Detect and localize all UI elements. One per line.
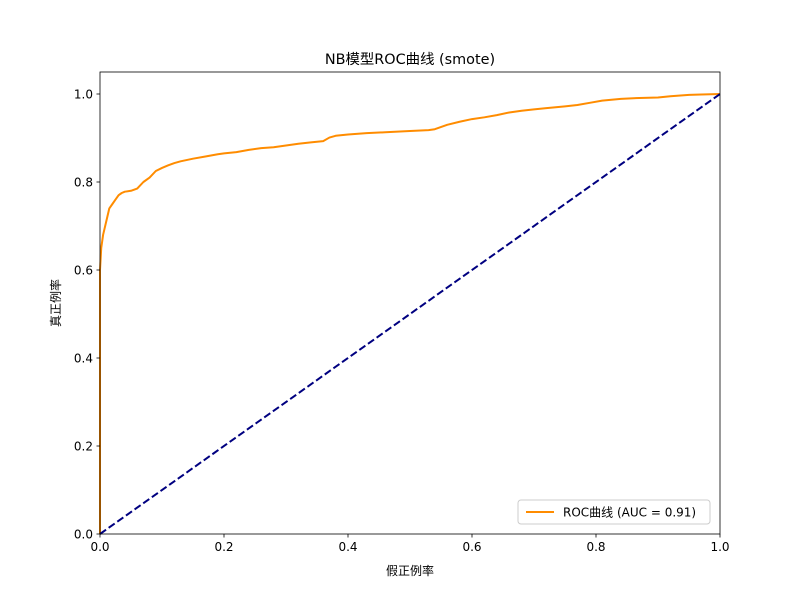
y-tick-label: 1.0	[74, 87, 93, 101]
chart-title: NB模型ROC曲线 (smote)	[325, 51, 495, 68]
plot-area: 0.0 0.2 0.4 0.6 0.8 1.0 0.0 0.2 0.4 0.6 0.8 1.0	[74, 71, 730, 554]
y-tick-label: 0.0	[74, 527, 93, 541]
legend-box	[517, 499, 711, 525]
legend-label: ROC曲线 (AUC = 0.91)	[563, 505, 696, 519]
x-tick-label: 0.0	[90, 540, 109, 554]
x-tick-label: 0.4	[338, 540, 357, 554]
y-tick-label: 0.4	[74, 351, 93, 365]
x-axis-label: 假正例率	[386, 563, 434, 578]
x-tick-label: 1.0	[710, 540, 729, 554]
y-tick-label: 0.6	[74, 263, 93, 277]
legend: ROC曲线 (AUC = 0.91)	[517, 499, 711, 525]
y-tick-label: 0.2	[74, 439, 93, 453]
y-axis-label: 真正例率	[48, 279, 63, 327]
x-tick-label: 0.6	[462, 540, 481, 554]
roc-curve-line	[99, 93, 721, 534]
x-tick-label: 0.8	[586, 540, 605, 554]
axes-frame	[99, 71, 721, 535]
x-tick-label: 0.2	[214, 540, 233, 554]
y-tick-label: 0.8	[74, 175, 93, 189]
random-baseline-line	[99, 93, 721, 535]
